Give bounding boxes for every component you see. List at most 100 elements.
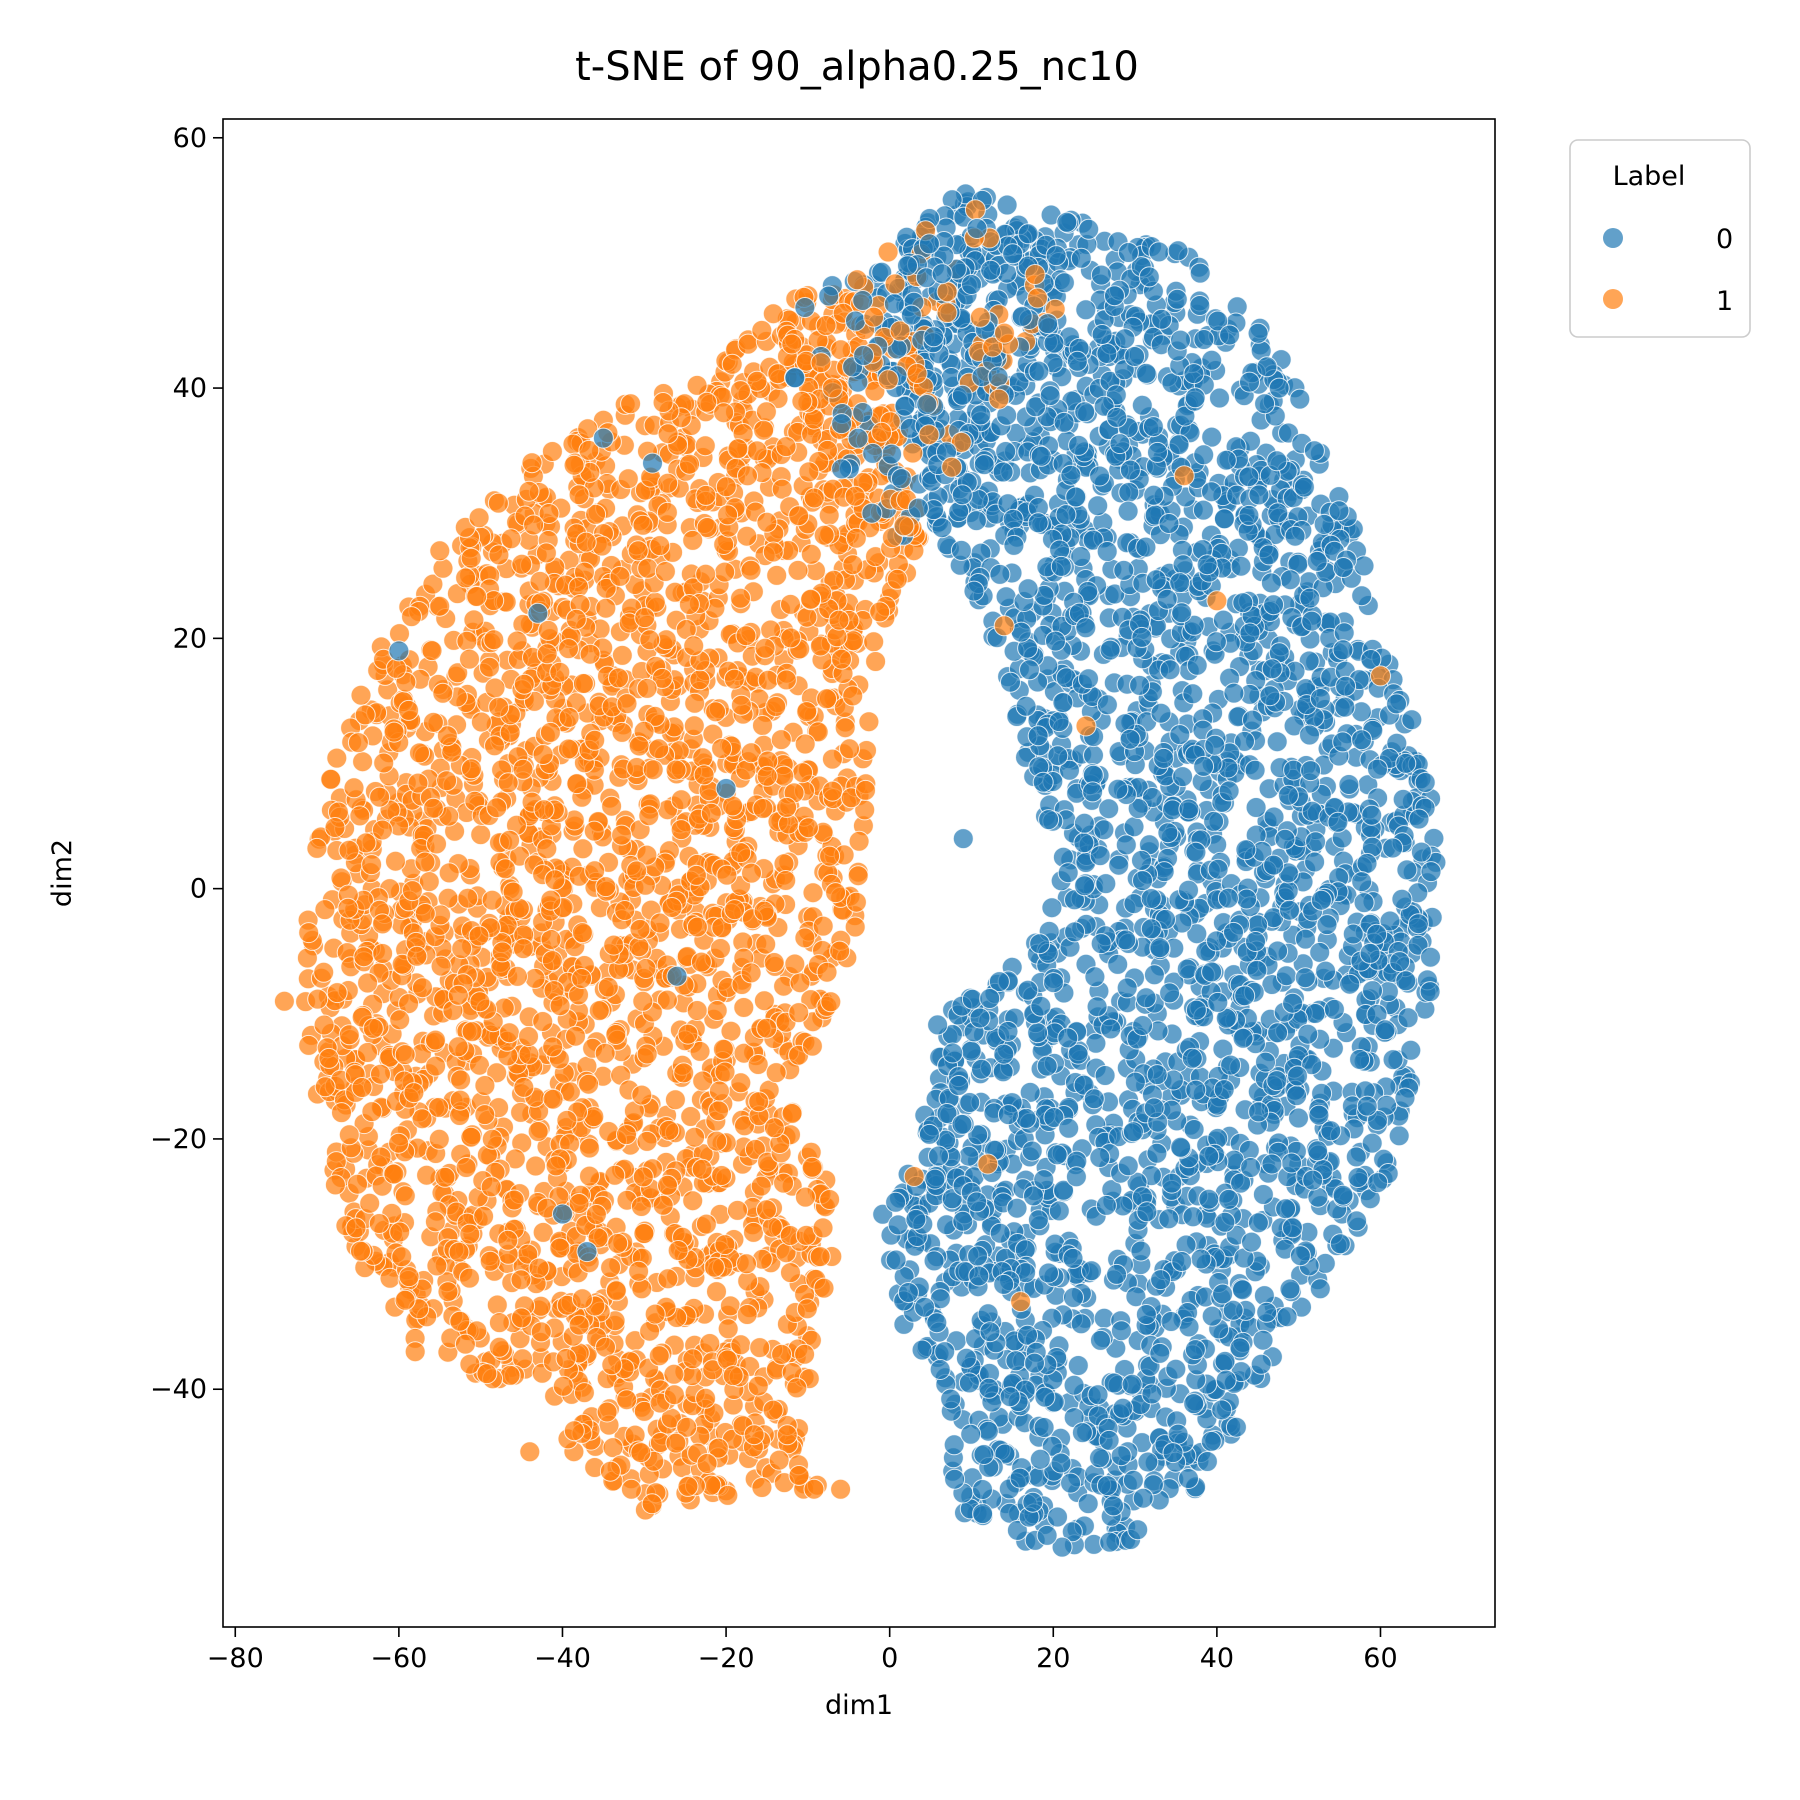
scatter-point-label-1 (747, 1054, 769, 1075)
scatter-point-label-1 (755, 401, 777, 423)
scatter-point-label-1 (572, 673, 594, 694)
scatter-point-label-1 (748, 1091, 770, 1113)
scatter-point-label-1 (685, 864, 707, 886)
scatter-point-label-0 (1048, 1200, 1070, 1222)
scatter-point-label-1 (533, 799, 555, 821)
scatter-point-label-1 (736, 1253, 757, 1275)
scatter-point-label-1 (488, 1336, 510, 1358)
scatter-point-label-1 (776, 1424, 798, 1446)
scatter-point-label-0 (1267, 940, 1289, 962)
scatter-point-label-1 (762, 1399, 784, 1421)
scatter-point-label-0 (1305, 831, 1327, 853)
scatter-point-label-0 (1149, 937, 1171, 959)
scatter-point-label-0 (1346, 1210, 1368, 1232)
scatter-point-label-1 (343, 777, 365, 799)
scatter-point-label-1 (634, 607, 656, 629)
scatter-point-label-1 (579, 1137, 600, 1159)
scatter-point-label-1 (717, 504, 739, 526)
scatter-point-label-0 (1047, 1506, 1068, 1528)
scatter-point-label-1 (528, 1257, 550, 1279)
scatter-point-label-0 (1267, 502, 1289, 524)
scatter-point-label-1 (723, 668, 745, 690)
scatter-point-label-0 (1288, 1107, 1309, 1129)
scatter-point-label-1 (568, 1314, 590, 1336)
scatter-point-label-1 (601, 1354, 623, 1376)
scatter-point-label-1 (711, 738, 733, 759)
scatter-point-label-1 (571, 968, 593, 989)
scatter-point-label-0 (1239, 371, 1260, 393)
scatter-point-label-1 (644, 1303, 666, 1325)
scatter-point-label-1 (463, 609, 485, 631)
scatter-point-label-0 (1200, 1430, 1222, 1452)
scatter-point-label-0 (1329, 1233, 1351, 1255)
scatter-point-label-1 (313, 1014, 335, 1036)
scatter-point-label-1 (414, 851, 436, 873)
scatter-point-label-0 (958, 1145, 980, 1167)
scatter-point-label-1 (536, 838, 558, 860)
scatter-point-label-1 (474, 1075, 496, 1096)
scatter-point-label-0 (1182, 683, 1204, 705)
scatter-point-label-1 (825, 882, 847, 904)
scatter-point-label-0 (992, 1061, 1014, 1083)
scatter-point-label-1 (763, 1117, 785, 1139)
scatter-point-label-0 (1254, 393, 1276, 415)
scatter-point-label-1 (762, 303, 784, 325)
scatter-point-label-0 (1396, 859, 1418, 881)
scatter-point-label-0 (1086, 996, 1108, 1018)
scatter-point-label-1 (756, 511, 778, 533)
scatter-point-label-1 (839, 738, 860, 760)
scatter-point-label-1 (735, 625, 757, 647)
scatter-point-label-0 (1041, 897, 1063, 919)
scatter-point-label-1 (713, 402, 735, 424)
scatter-point-label-1 (432, 682, 454, 704)
scatter-point-label-1 (549, 1237, 571, 1259)
scatter-point-label-1 (753, 900, 775, 922)
scatter-point-label-1 (307, 988, 329, 1010)
scatter-point-label-1 (834, 717, 856, 739)
scatter-point-label-0 (1027, 1022, 1049, 1044)
scatter-point-label-1 (794, 1186, 816, 1208)
scatter-point-label-0 (1135, 536, 1157, 558)
scatter-point-label-1 (796, 606, 818, 628)
scatter-point-label-1 (775, 870, 797, 891)
scatter-point-label-1 (716, 864, 738, 886)
scatter-point-label-0 (1223, 921, 1244, 943)
scatter-point-label-1 (786, 1377, 808, 1399)
scatter-point-label-0 (1002, 508, 1024, 530)
scatter-point-label-1 (753, 419, 775, 441)
scatter-point-label-1 (787, 559, 809, 581)
scatter-point-label-0 (1303, 440, 1325, 462)
scatter-point-label-1 (798, 461, 820, 483)
scatter-point-label-1 (457, 887, 479, 909)
scatter-point-label-1 (563, 1420, 585, 1442)
scatter-point-label-1 (468, 507, 490, 529)
scatter-point-label-1 (398, 699, 420, 721)
scatter-point-label-1 (484, 677, 506, 699)
scatter-point-label-1 (447, 984, 469, 1006)
scatter-point-label-1 (434, 1166, 456, 1188)
scatter-point-label-1 (488, 696, 510, 718)
scatter-point-label-1 (558, 738, 579, 760)
scatter-point-label-0 (1065, 486, 1087, 508)
scatter-point-label-1 (422, 797, 444, 819)
scatter-point-label-1 (740, 962, 762, 984)
scatter-point-label-0 (1140, 888, 1162, 909)
scatter-point-label-0 (1225, 1416, 1247, 1438)
scatter-point-label-0 (1313, 513, 1335, 535)
scatter-point-label-1 (391, 1246, 413, 1268)
scatter-point-label-1 (715, 476, 737, 498)
scatter-point-label-1 (575, 531, 597, 553)
scatter-point-label-1 (324, 817, 346, 838)
scatter-point-label-1 (461, 758, 482, 780)
scatter-point-label-1 (373, 752, 395, 774)
scatter-point-label-0 (1339, 973, 1361, 995)
scatter-point-label-1 (512, 938, 534, 960)
scatter-point-label-1 (388, 1132, 410, 1154)
scatter-point-label-1 (636, 1130, 658, 1152)
scatter-point-label-0 (1196, 1451, 1218, 1472)
scatter-point-label-0 (1201, 349, 1223, 371)
scatter-point-label-1 (780, 1262, 801, 1284)
scatter-point-label-0 (885, 1249, 907, 1271)
scatter-point-label-1 (639, 629, 661, 651)
scatter-point-label-1 (412, 977, 433, 999)
